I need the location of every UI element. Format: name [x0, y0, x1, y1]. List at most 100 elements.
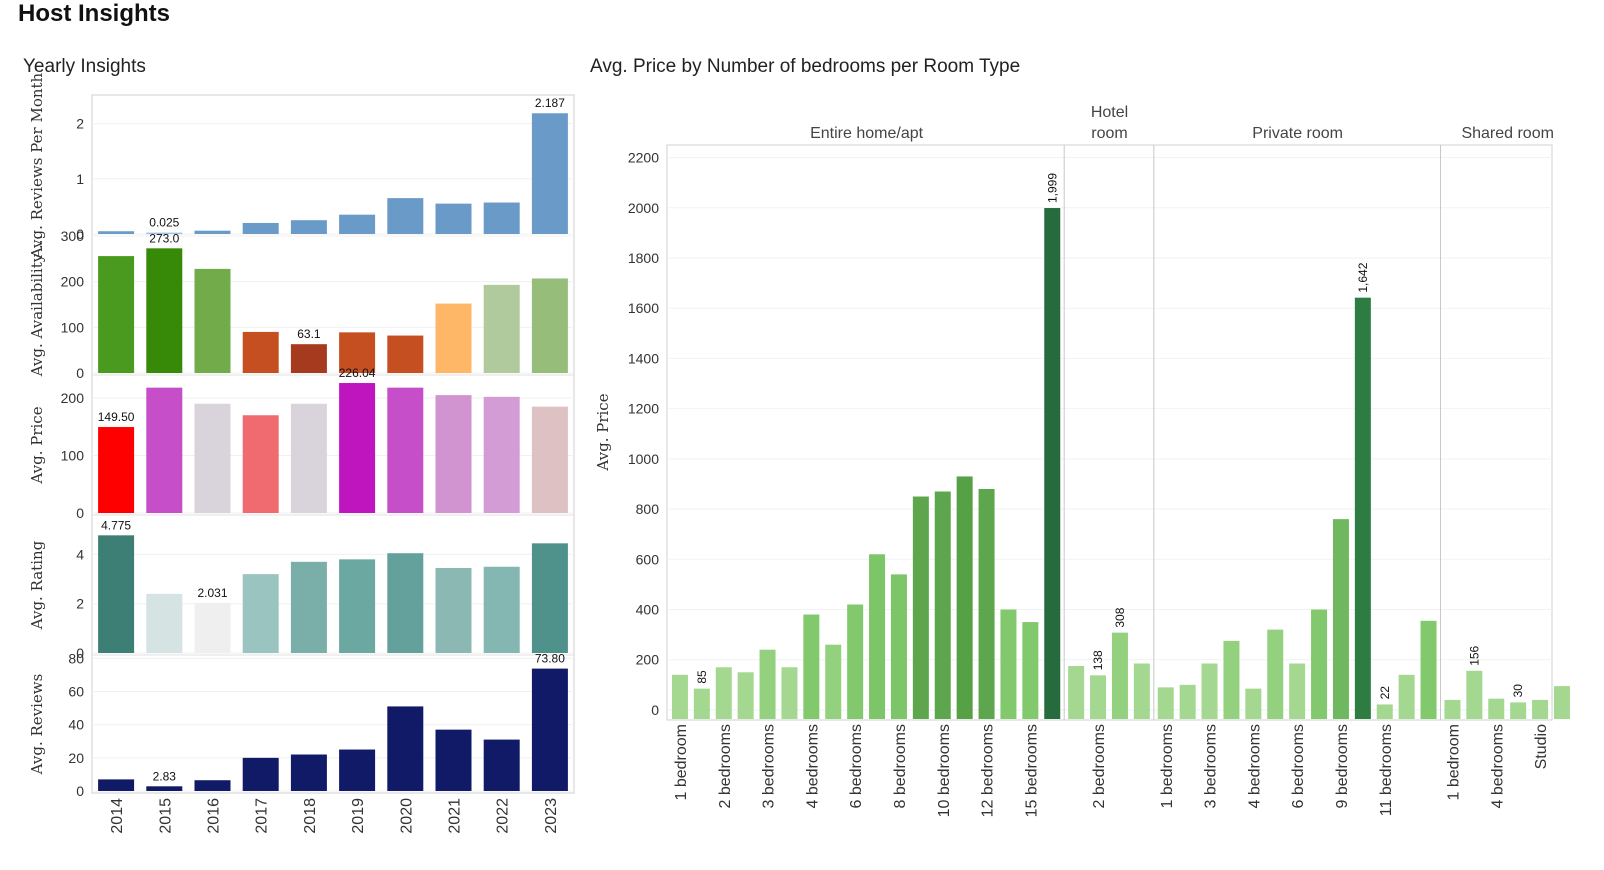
- x-tick-label: 2016: [206, 798, 223, 834]
- y-tick-label: 2: [76, 116, 84, 132]
- x-tick-label: 2018: [302, 798, 319, 834]
- data-label: 2.031: [197, 586, 227, 600]
- bar: [290, 220, 327, 234]
- data-label: 30: [1511, 684, 1525, 698]
- y-tick-label: 600: [636, 551, 660, 567]
- bar: [98, 231, 135, 234]
- data-label: 1,642: [1356, 262, 1370, 292]
- x-tick-label: 2019: [350, 798, 367, 834]
- bar: [531, 668, 568, 791]
- bar: [98, 256, 135, 373]
- bar: [1289, 663, 1306, 719]
- yearly-insights-title: Yearly Insights: [23, 56, 146, 77]
- bar: [339, 559, 376, 653]
- bar: [759, 649, 776, 719]
- x-tick-label: 3 bedrooms: [1203, 724, 1220, 809]
- y-tick-label: 0: [76, 226, 84, 242]
- bar: [1000, 609, 1017, 719]
- bar: [1068, 666, 1085, 719]
- x-tick-label: 2020: [398, 798, 415, 834]
- group-header: Shared room: [1461, 125, 1554, 142]
- y-tick-label: 1800: [628, 250, 659, 266]
- yearly-panel-4: 0 2 4 Avg. Rating 4.775 2.031: [28, 514, 574, 661]
- bar: [483, 284, 520, 373]
- yearly-panel-1: 0 1 2 Avg. Reviews Per Month 0.025 2.187: [28, 72, 574, 259]
- bar: [146, 387, 183, 513]
- bar: [1510, 702, 1527, 719]
- bar: [98, 535, 135, 653]
- data-label: 308: [1113, 607, 1127, 627]
- yearly-frame: [91, 94, 575, 794]
- bar: [146, 593, 183, 653]
- bar: [387, 335, 424, 373]
- y-axis-label: Avg. Rating: [28, 540, 46, 630]
- bar: [146, 786, 183, 791]
- data-label: 0.025: [149, 216, 179, 230]
- y-tick-label: 1600: [628, 300, 659, 316]
- bar: [1444, 699, 1461, 719]
- yearly-panel-5: 0 20 40 60 80 Avg. Reviews 2.83 73.80: [28, 650, 574, 799]
- bar: [290, 344, 327, 373]
- bar: [1332, 519, 1349, 719]
- bar: [435, 303, 472, 373]
- x-tick-label: 4 bedrooms: [804, 724, 821, 809]
- bar: [1267, 629, 1284, 719]
- bar: [290, 403, 327, 513]
- x-tick-label: 1 bedroom: [673, 724, 690, 801]
- x-tick-label: 1 bedroom: [1445, 724, 1462, 801]
- bar: [531, 406, 568, 513]
- y-tick-label: 800: [636, 501, 660, 517]
- yearly-panel-2: 0 100 200 300 Avg. Availability ... 273.0 63.1: [28, 228, 574, 381]
- y-tick-label: 1000: [628, 451, 659, 467]
- bar: [387, 706, 424, 791]
- y-axis-label: Avg. Reviews Per Month: [28, 72, 46, 259]
- bar: [825, 644, 842, 719]
- y-tick-label: 0: [76, 645, 84, 661]
- bar: [531, 113, 568, 234]
- x-tick-label: 6 bedrooms: [1290, 724, 1307, 809]
- price-plot-frame: [666, 144, 1553, 721]
- bar: [242, 757, 279, 791]
- bar: [715, 667, 732, 719]
- x-tick-label: 2014: [109, 798, 126, 834]
- data-label: 2.83: [153, 769, 177, 783]
- bar: [1044, 208, 1061, 719]
- price-chart-title: Avg. Price by Number of bedrooms per Roo…: [590, 56, 1021, 77]
- bar: [1376, 704, 1393, 719]
- bar: [1398, 674, 1415, 719]
- data-label: 4.775: [101, 518, 131, 532]
- price-chart: 0 200 400 600 800 1000 1200 1400 1600 1800 2000 220…: [594, 104, 1570, 817]
- bar: [890, 574, 907, 719]
- y-tick-label: 1200: [628, 401, 659, 417]
- bar: [435, 567, 472, 653]
- x-tick-label: 2021: [447, 798, 464, 834]
- data-label: 2.187: [535, 96, 565, 110]
- y-tick-label: 1: [76, 171, 84, 187]
- y-tick-label: 1400: [628, 350, 659, 366]
- bar: [483, 202, 520, 234]
- bar: [435, 729, 472, 791]
- bar: [435, 395, 472, 513]
- bar: [387, 387, 424, 513]
- bar: [531, 543, 568, 653]
- bar: [693, 688, 710, 719]
- bar: [1157, 687, 1174, 719]
- bar: [781, 667, 798, 719]
- x-tick-label: 15 bedrooms: [1023, 724, 1040, 817]
- data-label: 73.80: [535, 652, 565, 666]
- y-tick-label: 100: [61, 448, 85, 464]
- x-tick-label: 8 bedrooms: [892, 724, 909, 809]
- bar: [1245, 688, 1262, 719]
- bar: [483, 566, 520, 653]
- y-tick-label: 20: [68, 750, 84, 766]
- y-tick-label: 0: [76, 365, 84, 381]
- y-tick-label: 0: [76, 505, 84, 521]
- bar: [290, 561, 327, 653]
- x-tick-label: 4 bedrooms: [1246, 724, 1263, 809]
- bar: [1553, 686, 1570, 719]
- bar: [1420, 620, 1437, 719]
- group-header: room: [1091, 125, 1127, 142]
- bar: [956, 476, 973, 719]
- x-tick-label: 4 bedrooms: [1489, 724, 1506, 809]
